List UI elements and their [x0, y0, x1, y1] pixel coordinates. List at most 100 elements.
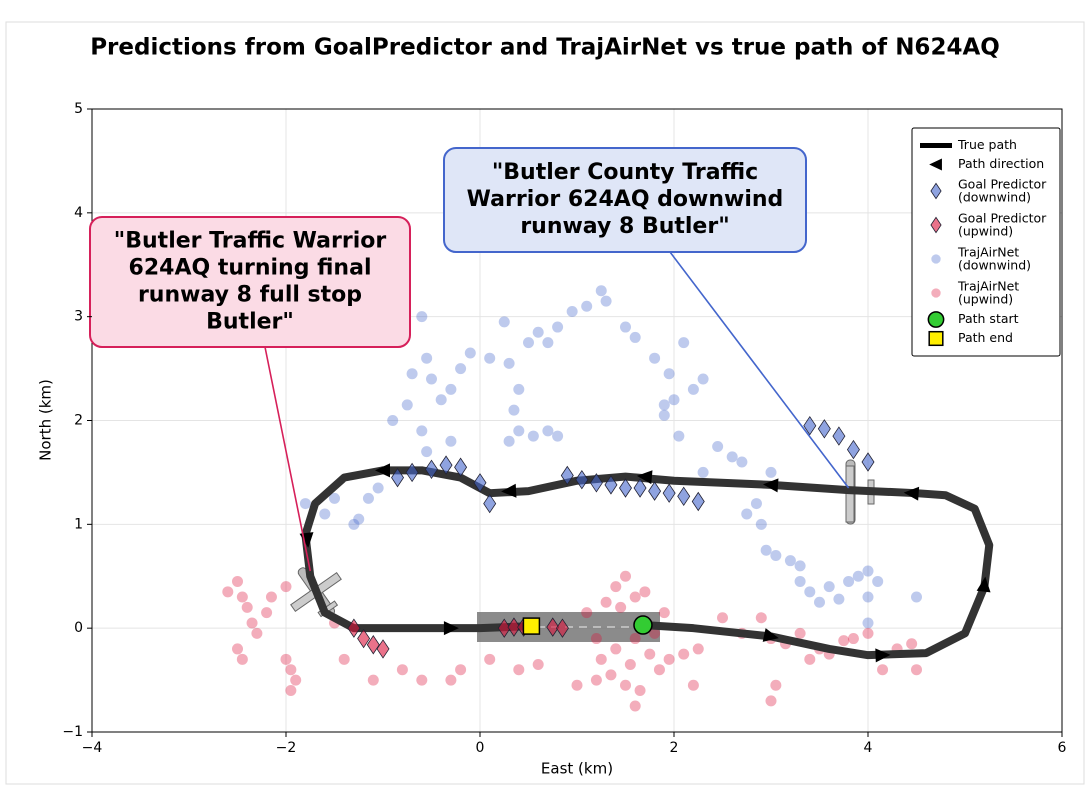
traj-point — [508, 404, 520, 416]
traj-point — [804, 586, 816, 598]
traj-point — [261, 607, 273, 619]
traj-point — [401, 399, 413, 411]
traj-point — [634, 684, 646, 696]
legend-label: Path end — [958, 330, 1013, 345]
direction-arrow — [763, 478, 779, 493]
legend-label: TrajAirNet (downwind) — [957, 244, 1031, 272]
traj-point — [367, 674, 379, 686]
traj-point — [726, 451, 738, 463]
annotation-arrow — [264, 346, 312, 572]
goal-diamond — [366, 635, 380, 655]
traj-point — [911, 664, 922, 676]
traj-point — [692, 643, 704, 655]
traj-point — [649, 352, 661, 364]
goal-diamond — [846, 439, 860, 460]
traj-point — [251, 627, 263, 639]
traj-point — [503, 435, 515, 447]
traj-point — [571, 679, 583, 691]
legend-label: Goal Predictor (downwind) — [958, 176, 1047, 204]
traj-point — [658, 399, 670, 411]
traj-point — [416, 425, 428, 437]
traj-point — [673, 430, 685, 442]
legend-swatch — [930, 182, 942, 200]
goal-diamond — [803, 415, 817, 436]
traj-point — [765, 466, 777, 478]
x-tick-label: 6 — [1058, 740, 1067, 756]
goal-diamond — [560, 465, 574, 486]
traj-point — [794, 627, 806, 639]
start-point — [633, 615, 653, 635]
traj-point — [615, 601, 627, 613]
direction-arrow — [501, 483, 517, 498]
y-tick-label: 4 — [74, 205, 83, 221]
traj-point — [595, 285, 607, 297]
goal-diamond — [391, 467, 405, 488]
traj-point — [620, 321, 631, 333]
x-tick-label: 0 — [476, 740, 485, 756]
traj-point — [542, 425, 554, 437]
traj-point — [678, 648, 690, 660]
end-point — [522, 617, 541, 635]
traj-point — [590, 633, 602, 645]
traj-point — [595, 653, 607, 665]
y-tick-label: 1 — [74, 516, 83, 532]
direction-arrow — [903, 486, 920, 501]
traj-point — [663, 368, 675, 380]
y-tick-label: 2 — [74, 413, 83, 429]
traj-point — [843, 575, 855, 587]
legend-swatch — [931, 254, 941, 264]
goal-diamond — [425, 459, 438, 480]
traj-point — [653, 664, 665, 676]
traj-point — [847, 633, 859, 645]
traj-point — [455, 664, 467, 676]
legend-swatch — [930, 216, 942, 234]
traj-point — [862, 591, 874, 603]
traj-point — [750, 498, 762, 510]
goal-diamond — [604, 475, 618, 495]
traj-point — [755, 518, 767, 530]
traj-point — [644, 648, 656, 660]
traj-point — [600, 596, 612, 608]
traj-point — [513, 425, 525, 437]
traj-point — [319, 508, 331, 520]
y-tick-label: −1 — [62, 724, 83, 740]
traj-point — [697, 466, 709, 478]
direction-arrow — [443, 621, 459, 636]
x-tick-label: 2 — [670, 740, 679, 756]
traj-point — [236, 653, 248, 665]
traj-point — [794, 560, 806, 572]
traj-point — [663, 653, 675, 665]
traj-point — [290, 674, 302, 686]
x-tick-label: −2 — [276, 740, 297, 756]
goal-diamond — [507, 617, 521, 637]
traj-point — [712, 440, 724, 452]
traj-point — [513, 664, 525, 676]
legend-swatch — [928, 330, 944, 347]
traj-point — [285, 664, 297, 676]
traj-point — [329, 492, 340, 504]
traj-point — [236, 591, 248, 603]
traj-point — [513, 383, 525, 395]
traj-point — [523, 337, 534, 349]
traj-point — [280, 653, 292, 665]
traj-point — [445, 674, 457, 686]
traj-point — [396, 664, 408, 676]
traj-point — [484, 352, 496, 364]
goal-diamond — [619, 478, 632, 498]
goal-diamond — [633, 478, 647, 498]
traj-point — [421, 446, 433, 458]
traj-point — [285, 684, 297, 696]
traj-point — [232, 643, 243, 655]
traj-point — [911, 591, 922, 603]
traj-point — [760, 544, 772, 556]
traj-point — [624, 659, 636, 671]
traj-point — [406, 368, 418, 380]
traj-point — [416, 674, 428, 686]
traj-point — [362, 492, 374, 504]
traj-point — [736, 456, 748, 468]
goal-diamond — [817, 419, 831, 439]
traj-point — [445, 383, 457, 395]
traj-point — [629, 331, 641, 343]
traj-point — [833, 593, 845, 605]
